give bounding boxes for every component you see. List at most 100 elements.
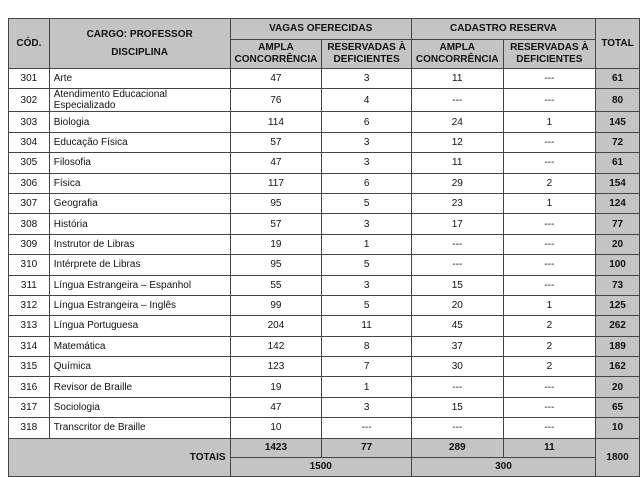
cell-disciplina: Matemática [48, 335, 231, 358]
cell-ampla-vagas: 123 [229, 356, 323, 378]
cell-disciplina: Filosofia [48, 152, 231, 174]
cell-cod: 312 [8, 294, 50, 317]
col-vagas: VAGAS OFERECIDAS [229, 18, 412, 40]
cell-disciplina: Língua Portuguesa [48, 315, 231, 337]
vagas-sum: 1500 [229, 456, 412, 477]
table-row: 303 Biologia 114 6 24 1 145 [8, 111, 640, 133]
cell-ampla-vagas: 95 [229, 192, 323, 215]
cell-cod: 316 [8, 376, 50, 398]
cell-ampla-cad: 12 [410, 131, 504, 154]
cell-disciplina: Revisor de Braille [48, 376, 231, 398]
cell-disciplina: Química [48, 356, 231, 378]
cell-cod: 303 [8, 111, 50, 133]
cell-res-vagas: 3 [321, 152, 412, 174]
cell-ampla-cad: --- [410, 254, 504, 276]
cell-ampla-cad: 11 [410, 152, 504, 174]
cell-ampla-vagas: 47 [229, 67, 323, 90]
cell-ampla-vagas: 19 [229, 233, 323, 256]
cell-ampla-cad: --- [410, 417, 504, 439]
cell-total: 125 [595, 294, 640, 317]
cell-cod: 301 [8, 67, 50, 90]
cell-ampla-cad: 29 [410, 172, 504, 194]
total-ampla-vagas: 1423 [229, 437, 323, 458]
cell-total: 145 [595, 111, 640, 133]
cell-total: 20 [595, 233, 640, 256]
cell-res-cad: 2 [502, 315, 597, 337]
cell-res-cad: --- [502, 67, 597, 90]
cell-ampla-vagas: 47 [229, 152, 323, 174]
table-row: 302 Atendimento Educacional Especializado… [8, 88, 640, 113]
cell-res-vagas: 4 [321, 88, 412, 113]
cell-disciplina: Língua Estrangeira – Espanhol [48, 274, 231, 296]
cell-ampla-vagas: 10 [229, 417, 323, 439]
cell-res-cad: --- [502, 88, 597, 113]
total-res-vagas: 77 [321, 437, 412, 458]
cad-sum: 300 [410, 456, 597, 477]
cell-disciplina: Arte [48, 67, 231, 90]
cell-disciplina: História [48, 213, 231, 235]
cell-res-vagas: 3 [321, 213, 412, 235]
cell-disciplina: Intérprete de Libras [48, 254, 231, 276]
cell-cod: 318 [8, 417, 50, 439]
cell-disciplina: Educação Física [48, 131, 231, 154]
vacancy-table: CÓD. CARGO: PROFESSOR DISCIPLINA VAGAS OF… [8, 18, 640, 477]
table-row: 313 Língua Portuguesa 204 11 45 2 262 [8, 315, 640, 337]
cell-cod: 307 [8, 192, 50, 215]
table-row: 318 Transcritor de Braille 10 --- --- --- 10 [8, 417, 640, 439]
cell-cod: 306 [8, 172, 50, 194]
cell-disciplina: Física [48, 172, 231, 194]
cell-res-vagas: 5 [321, 192, 412, 215]
table-row: 309 Instrutor de Libras 19 1 --- --- 20 [8, 233, 640, 256]
cell-total: 77 [595, 213, 640, 235]
cell-total: 20 [595, 376, 640, 398]
table-row: 310 Intérprete de Libras 95 5 --- --- 100 [8, 254, 640, 276]
cell-res-cad: --- [502, 233, 597, 256]
table-row: 311 Língua Estrangeira – Espanhol 55 3 15 ---… [8, 274, 640, 296]
table-row: 304 Educação Física 57 3 12 --- 72 [8, 131, 640, 154]
cell-ampla-cad: 37 [410, 335, 504, 358]
cell-total: 162 [595, 356, 640, 378]
col-cadastro: CADASTRO RESERVA [410, 18, 597, 40]
cell-res-vagas: 6 [321, 111, 412, 133]
cell-cod: 308 [8, 213, 50, 235]
cell-res-vagas: 3 [321, 274, 412, 296]
cell-res-cad: 1 [502, 111, 597, 133]
cell-res-vagas: 3 [321, 396, 412, 419]
cell-ampla-cad: 45 [410, 315, 504, 337]
cell-total: 65 [595, 396, 640, 419]
cell-disciplina: Sociologia [48, 396, 231, 419]
cargo-label: CARGO: PROFESSOR [86, 28, 193, 40]
cell-cod: 305 [8, 152, 50, 174]
col-ampla-vagas: AMPLA CONCORRÊNCIA [229, 39, 323, 69]
grand-total: 1800 [595, 437, 640, 477]
col-res-cad: RESERVADAS À DEFICIENTES [502, 39, 597, 69]
cell-ampla-cad: --- [410, 376, 504, 398]
cell-disciplina: Atendimento Educacional Especializado [48, 88, 231, 113]
cell-res-cad: 2 [502, 335, 597, 358]
cell-ampla-vagas: 99 [229, 294, 323, 317]
cell-res-cad: --- [502, 417, 597, 439]
cell-ampla-cad: 23 [410, 192, 504, 215]
cell-disciplina: Transcritor de Braille [48, 417, 231, 439]
cell-res-cad: --- [502, 152, 597, 174]
cell-cod: 311 [8, 274, 50, 296]
cell-res-vagas: 5 [321, 254, 412, 276]
cell-cod: 304 [8, 131, 50, 154]
cell-ampla-cad: 15 [410, 274, 504, 296]
cell-res-vagas: 3 [321, 131, 412, 154]
cell-ampla-cad: 11 [410, 67, 504, 90]
cell-cod: 315 [8, 356, 50, 378]
cell-ampla-vagas: 57 [229, 213, 323, 235]
cell-cod: 317 [8, 396, 50, 419]
cell-total: 262 [595, 315, 640, 337]
cell-ampla-cad: --- [410, 233, 504, 256]
table-row: 312 Língua Estrangeira – Inglês 99 5 20 1 125 [8, 294, 640, 317]
cell-disciplina: Geografia [48, 192, 231, 215]
cell-res-cad: --- [502, 254, 597, 276]
cell-res-vagas: 1 [321, 233, 412, 256]
cell-total: 73 [595, 274, 640, 296]
table-row: 305 Filosofia 47 3 11 --- 61 [8, 152, 640, 174]
cell-res-vagas: 5 [321, 294, 412, 317]
cell-res-cad: --- [502, 213, 597, 235]
table-row: 316 Revisor de Braille 19 1 --- --- 20 [8, 376, 640, 398]
